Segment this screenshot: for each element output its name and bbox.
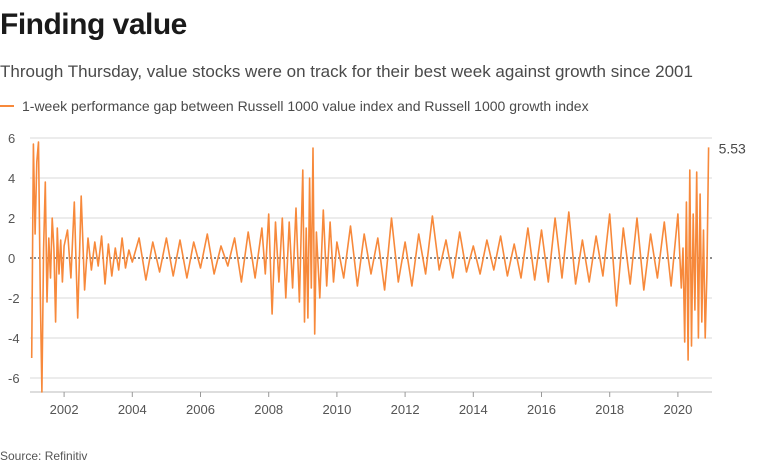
x-tick-label: 2012	[391, 402, 420, 417]
y-tick-label: -2	[8, 291, 20, 306]
y-tick-label: 2	[8, 211, 15, 226]
x-tick-label: 2018	[595, 402, 624, 417]
y-tick-label: 0	[8, 251, 15, 266]
y-tick-label: -4	[8, 331, 20, 346]
x-tick-label: 2020	[663, 402, 692, 417]
x-tick-label: 2008	[254, 402, 283, 417]
x-tick-label: 2010	[322, 402, 351, 417]
y-tick-label: 4	[8, 171, 15, 186]
chart-subtitle: Through Thursday, value stocks were on t…	[0, 62, 693, 81]
series-layer	[30, 141, 710, 393]
series-line	[30, 141, 710, 393]
y-tick-label: 6	[8, 131, 15, 146]
end-value-label: 5.53	[719, 140, 746, 156]
x-tick-label: 2016	[527, 402, 556, 417]
x-tick-label: 2004	[118, 402, 147, 417]
grid	[30, 137, 712, 393]
x-tick-label: 2006	[186, 402, 215, 417]
x-axis: 2002 2004 2006 2008 2010 2012 2014 2016 2018 2020	[50, 392, 692, 417]
legend-swatch	[0, 105, 14, 107]
x-tick-label: 2014	[459, 402, 488, 417]
y-tick-label: -6	[8, 371, 20, 386]
x-tick-label: 2002	[50, 402, 79, 417]
y-axis: 6 4 2 0 -2 -4 -6	[8, 131, 20, 386]
legend: 1-week performance gap between Russell 1…	[0, 98, 589, 114]
chart-title: Finding value	[0, 8, 187, 41]
source-note: Source: Refinitiv	[0, 449, 88, 463]
end-label-layer: 5.53	[719, 140, 746, 156]
legend-label: 1-week performance gap between Russell 1…	[22, 98, 589, 114]
